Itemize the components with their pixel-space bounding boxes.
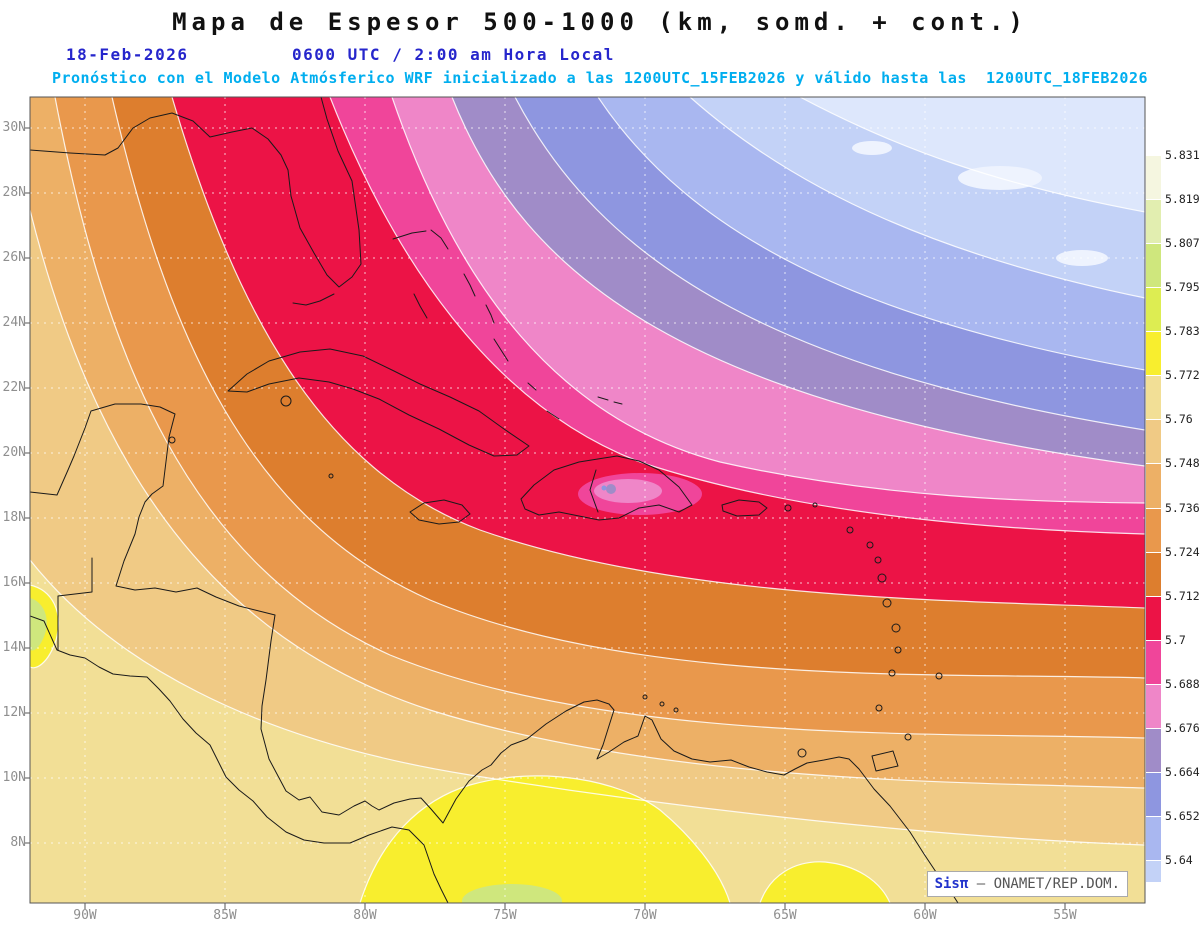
colorbar-label: 5.807	[1165, 236, 1200, 251]
colorbar-label: 5.688	[1165, 676, 1200, 691]
credit-badge: Sisπ – ONAMET/REP.DOM.	[926, 871, 1128, 897]
lat-label: 14N	[2, 640, 26, 655]
lat-label: 10N	[2, 770, 26, 785]
grid-lines	[30, 97, 1145, 903]
colorbar-segment	[1146, 595, 1161, 640]
colorbar-segment	[1146, 507, 1161, 552]
colorbar-label: 5.676	[1165, 720, 1200, 735]
colorbar-label: 5.831	[1165, 148, 1200, 162]
lat-label: 18N	[2, 510, 26, 525]
colorbar-label: 5.64	[1165, 853, 1193, 867]
colorbar-segment	[1146, 860, 1161, 882]
colorbar-label: 5.7	[1165, 632, 1186, 647]
colorbar-segment	[1146, 683, 1161, 728]
colorbar-segment	[1146, 287, 1161, 332]
lon-label: 70W	[633, 908, 657, 923]
colorbar-segment	[1146, 243, 1161, 288]
colorbar-label: 5.748	[1165, 456, 1200, 471]
colorbar-segment	[1146, 551, 1161, 596]
forecast-valid-time: 0600 UTC / 2:00 am Hora Local	[292, 45, 615, 64]
colorbar-segment	[1146, 419, 1161, 464]
lon-label: 85W	[213, 908, 237, 923]
lon-label: 60W	[913, 908, 937, 923]
colorbar-label: 5.652	[1165, 808, 1200, 823]
lon-label: 65W	[773, 908, 797, 923]
colorbar-segment	[1146, 463, 1161, 508]
credit-brand: Sisπ	[934, 876, 969, 892]
lat-label: 30N	[2, 120, 26, 135]
colorbar-label: 5.772	[1165, 368, 1200, 383]
lat-label: 8N	[10, 835, 26, 850]
colorbar-label: 5.664	[1165, 764, 1200, 779]
colorbar-segment	[1146, 331, 1161, 376]
colorbar-segment	[1146, 771, 1161, 816]
lon-label: 55W	[1053, 908, 1077, 923]
colorbar-label: 5.76	[1165, 412, 1193, 427]
colorbar-label: 5.724	[1165, 544, 1200, 559]
colorbar-label: 5.783	[1165, 324, 1200, 339]
page-title: Mapa de Espesor 500-1000 (km, somd. + co…	[172, 8, 1028, 36]
lat-label: 22N	[2, 380, 26, 395]
colorbar-label: 5.736	[1165, 500, 1200, 515]
colorbar-segment	[1146, 815, 1161, 860]
colorbar-segment	[1146, 110, 1161, 155]
forecast-note: Pronóstico con el Modelo Atmósferico WRF…	[51, 69, 1149, 87]
lon-label: 90W	[73, 908, 97, 923]
lon-label: 80W	[353, 908, 377, 923]
colorbar-segment	[1146, 639, 1161, 684]
colorbar-segment	[1146, 199, 1161, 244]
lat-label: 20N	[2, 445, 26, 460]
colorbar-label: 5.712	[1165, 588, 1200, 603]
forecast-date: 18-Feb-2026	[66, 45, 189, 64]
lon-label: 75W	[493, 908, 517, 923]
colorbar-label: 5.795	[1165, 280, 1200, 295]
coastlines	[30, 97, 959, 903]
lat-label: 16N	[2, 575, 26, 590]
colorbar-segment	[1146, 727, 1161, 772]
colorbar-segment	[1146, 155, 1161, 200]
map-frame	[29, 96, 1146, 904]
colorbar-label: 5.819	[1165, 192, 1200, 207]
colorbar-segment	[1146, 375, 1161, 420]
thickness-bands	[30, 97, 1145, 903]
lat-label: 24N	[2, 315, 26, 330]
credit-org: – ONAMET/REP.DOM.	[968, 876, 1120, 892]
lat-label: 26N	[2, 250, 26, 265]
lat-label: 12N	[2, 705, 26, 720]
lat-label: 28N	[2, 185, 26, 200]
